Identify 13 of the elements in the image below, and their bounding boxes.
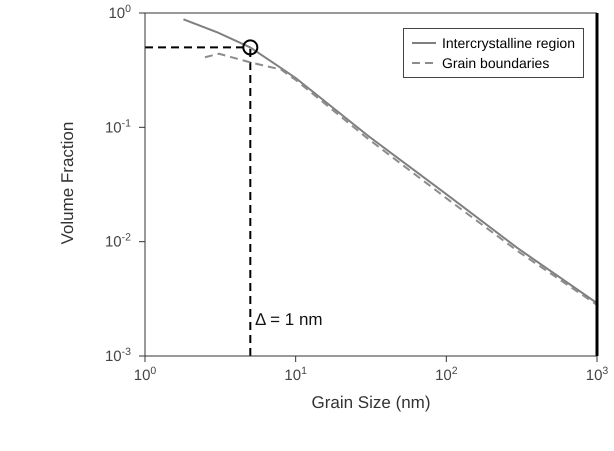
legend-label: Grain boundaries <box>442 54 550 73</box>
x-tick-label: 10$^{2}$ <box>435 365 458 384</box>
x-tick-label: 10$^{1}$ <box>284 365 308 384</box>
x-axis-title: Grain Size (nm) <box>311 393 431 412</box>
x-tick-label: 10$^{0}$ <box>134 365 156 384</box>
x-tick-label: 10$^{3}$ <box>586 365 608 384</box>
y-tick-label: 10$^{-2}$ <box>104 232 132 251</box>
y-tick-label: 10$^{-1}$ <box>104 117 132 136</box>
legend-label: Intercrystalline region <box>442 34 575 53</box>
annotation: Δ = 1 nm <box>255 310 323 330</box>
y-axis-title: Volume Fraction <box>58 122 78 244</box>
y-tick-label: 10$^{0}$ <box>108 3 132 22</box>
y-tick-label: 10$^{-3}$ <box>104 346 132 365</box>
